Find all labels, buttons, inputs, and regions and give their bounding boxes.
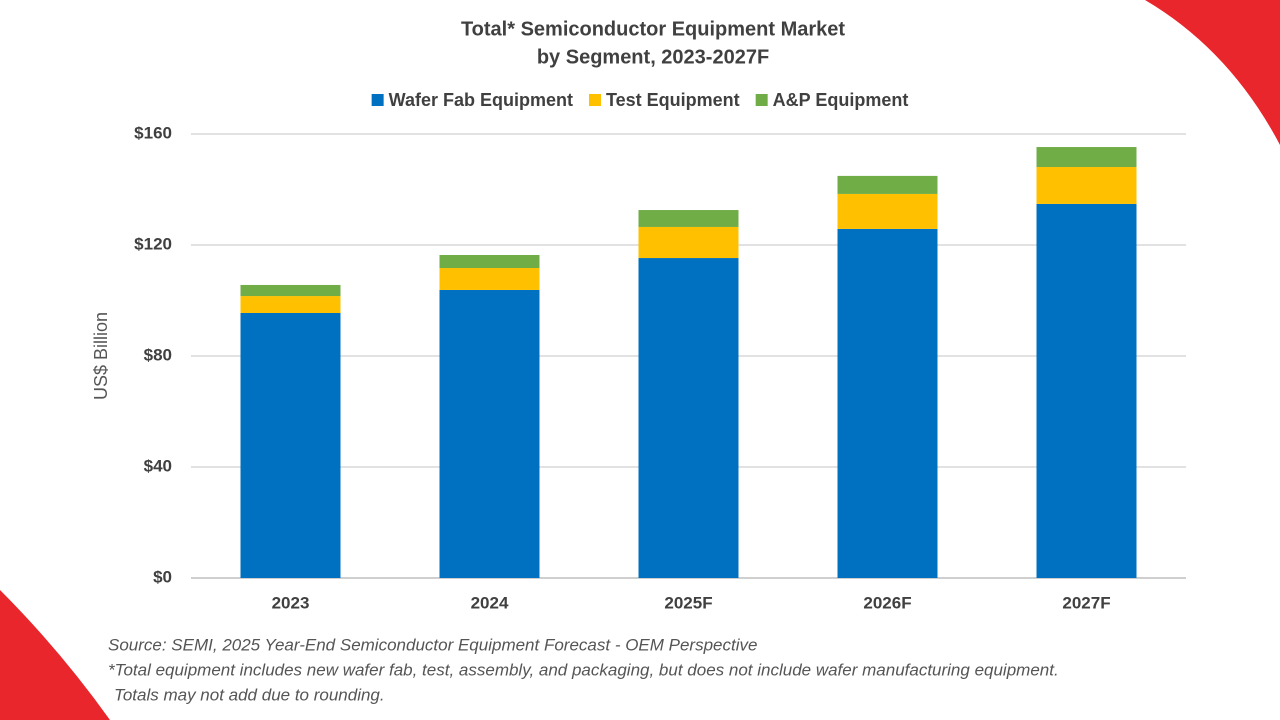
bar-segment	[240, 284, 341, 297]
legend-label: Wafer Fab Equipment	[389, 90, 573, 110]
bar-segment	[837, 193, 938, 229]
legend-label: Test Equipment	[606, 90, 740, 110]
x-tick-label: 2027F	[1062, 593, 1110, 612]
x-tick-label: 2026F	[863, 593, 911, 612]
bar-segment	[638, 258, 739, 578]
x-tick-label: 2024	[471, 593, 509, 612]
chart-title: Total* Semiconductor Equipment Market	[461, 18, 845, 40]
chart-title: by Segment, 2023-2027F	[537, 46, 769, 68]
legend-label: A&P Equipment	[773, 90, 909, 110]
y-tick-label: $120	[134, 234, 172, 253]
bar-segment	[240, 312, 341, 578]
legend-swatch	[755, 94, 768, 106]
corner-decoration	[0, 590, 110, 720]
corner-decoration	[1145, 0, 1280, 145]
bar-segment	[1036, 147, 1137, 168]
bar-segment	[638, 210, 739, 227]
bar-segment	[240, 296, 341, 313]
x-tick-label: 2025F	[664, 593, 712, 612]
bar-segment	[439, 289, 540, 578]
bar-segment	[837, 175, 938, 194]
bar-segment	[439, 268, 540, 290]
y-axis-title: US$ Billion	[91, 312, 111, 400]
legend-swatch	[371, 94, 384, 106]
bar-segment	[439, 254, 540, 269]
y-tick-label: $0	[153, 567, 172, 586]
source-note: Source: SEMI, 2025 Year-End Semiconducto…	[108, 635, 757, 654]
y-tick-label: $40	[144, 456, 172, 475]
bar-segment	[1036, 167, 1137, 204]
bar-segment	[638, 226, 739, 259]
legend-swatch	[588, 94, 601, 106]
bar-segment	[837, 228, 938, 578]
footnote: *Total equipment includes new wafer fab,…	[108, 660, 1059, 679]
footnote: Totals may not add due to rounding.	[114, 685, 385, 704]
x-tick-label: 2023	[272, 593, 310, 612]
y-tick-label: $160	[134, 123, 172, 142]
y-tick-label: $80	[144, 345, 172, 364]
bar-segment	[1036, 203, 1137, 578]
